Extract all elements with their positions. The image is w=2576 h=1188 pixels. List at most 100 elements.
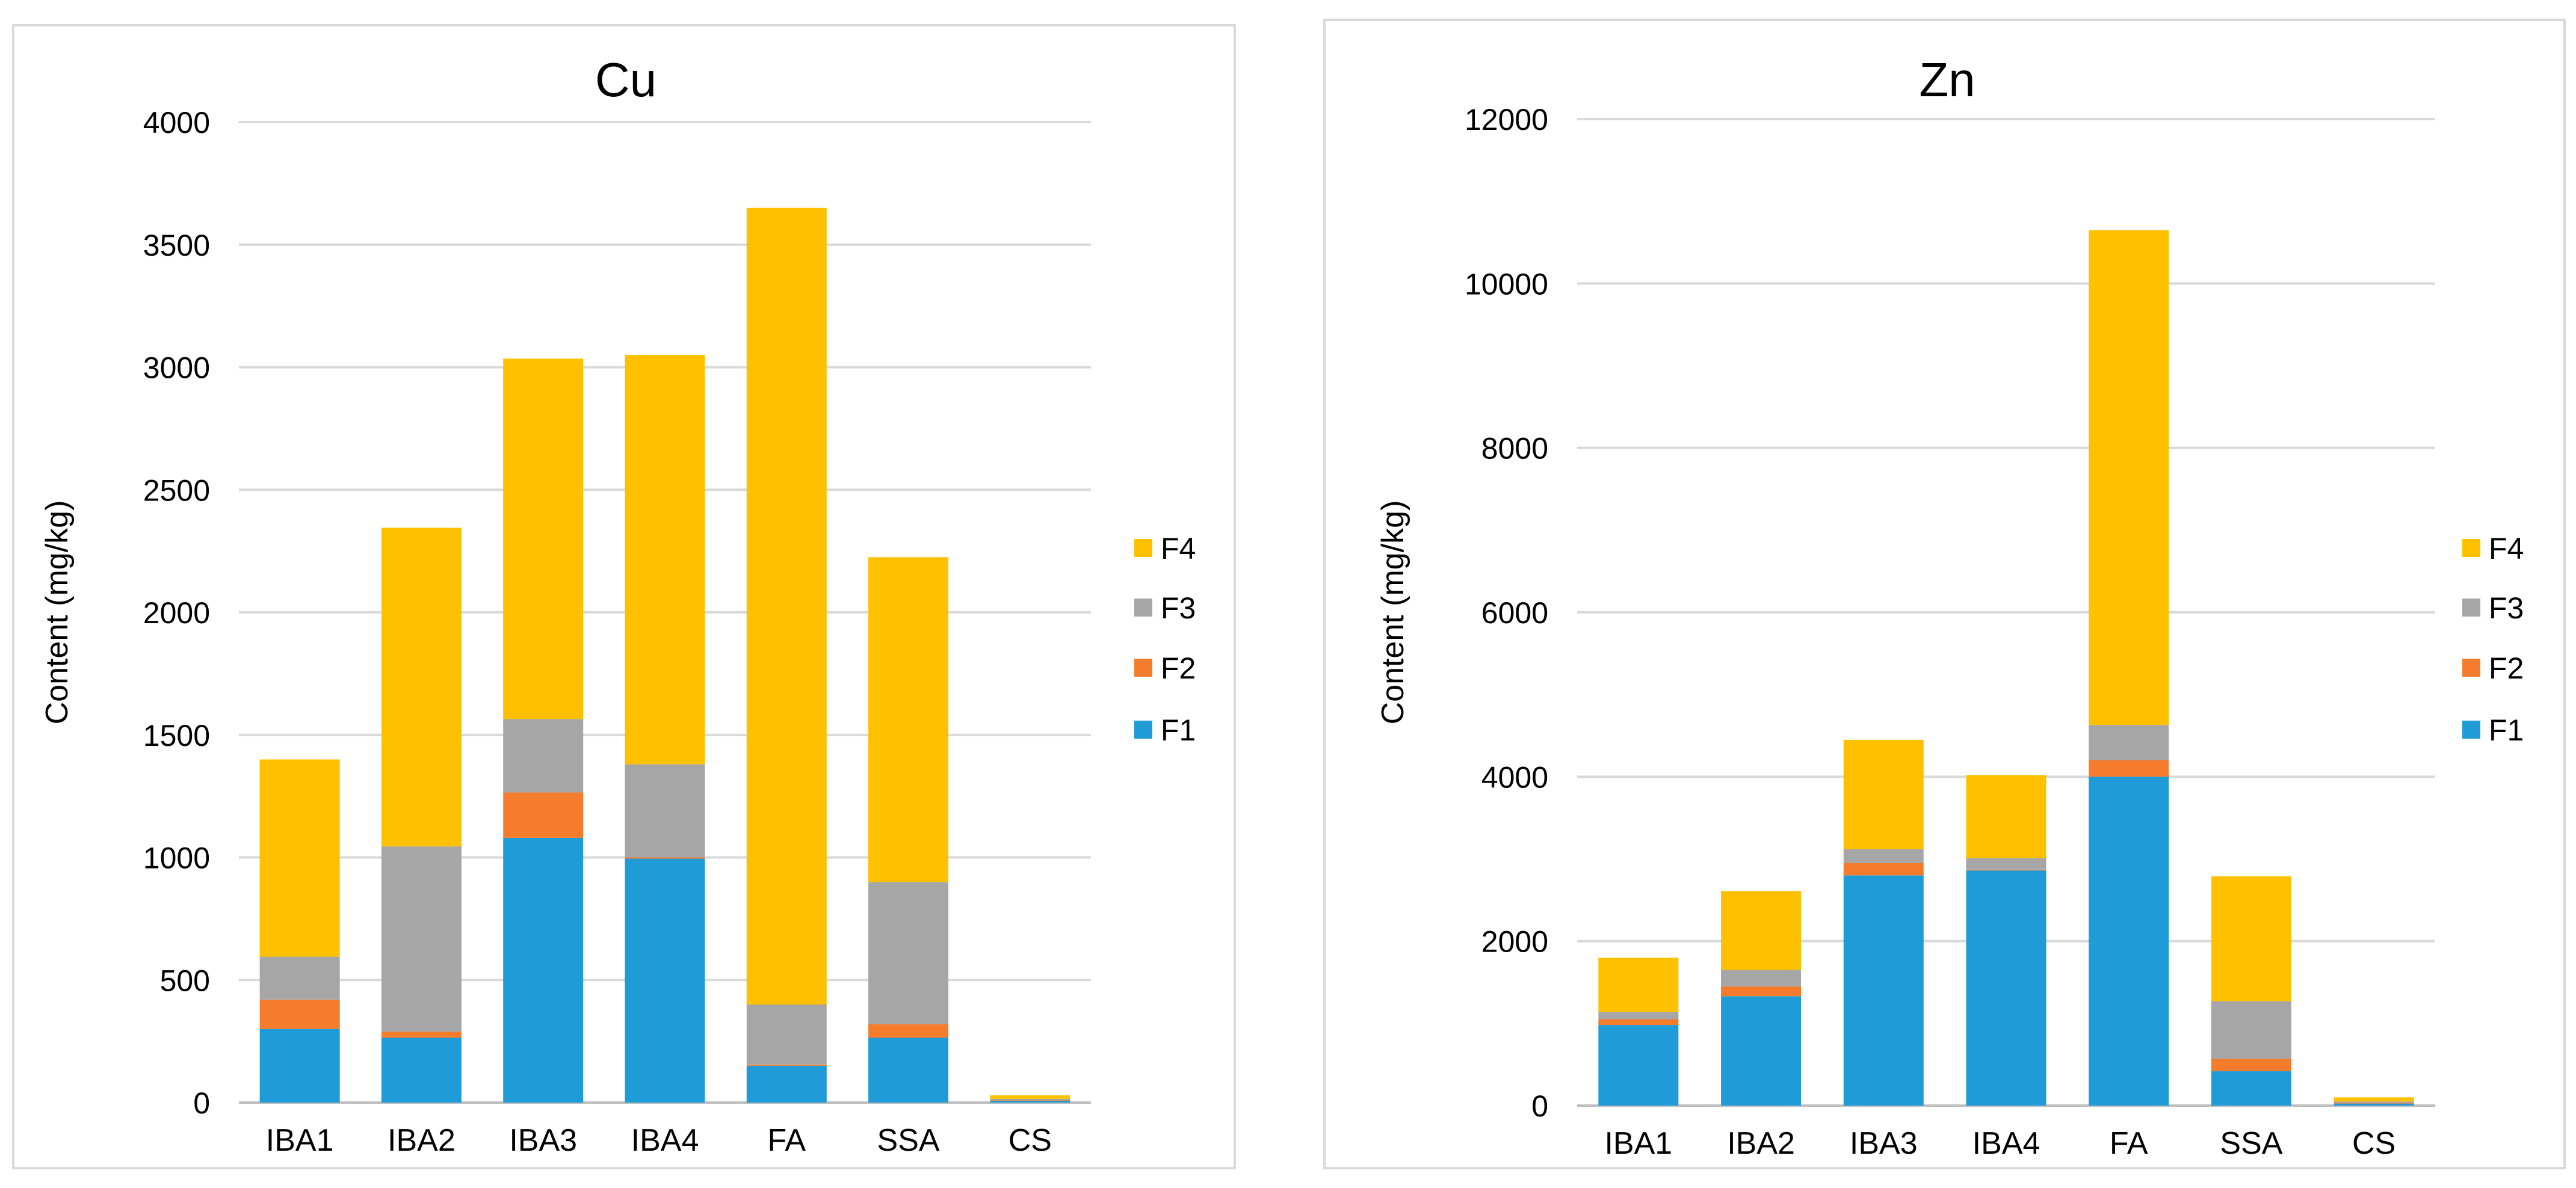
bar-segment-f3-iba2 bbox=[1721, 970, 1802, 986]
bar-segment-f1-cs bbox=[990, 1100, 1070, 1103]
y-tick-label: 6000 bbox=[1481, 596, 1548, 630]
bar-segment-f1-cs bbox=[2334, 1103, 2414, 1106]
legend-swatch-f4 bbox=[2462, 539, 2480, 557]
x-tick-label: CS bbox=[1008, 1123, 1052, 1158]
bar-segment-f1-iba2 bbox=[1721, 996, 1802, 1106]
bar-segment-f3-fa bbox=[2089, 725, 2169, 760]
x-tick-label: IBA2 bbox=[388, 1123, 456, 1158]
legend-label-f2: F2 bbox=[2489, 651, 2524, 685]
bar-segment-f2-iba3 bbox=[1843, 863, 1924, 876]
bar-segment-f2-fa bbox=[746, 1064, 827, 1066]
bar-segment-f2-iba2 bbox=[1721, 986, 1802, 997]
legend-label-f3: F3 bbox=[2489, 591, 2524, 625]
y-axis-label: Content (mg/kg) bbox=[40, 500, 75, 725]
bar-segment-f1-ssa bbox=[2211, 1071, 2291, 1106]
bar-segment-f4-iba4 bbox=[1966, 775, 2046, 858]
chart-title: Cu bbox=[595, 53, 656, 106]
bar-segment-f4-cs bbox=[2334, 1097, 2414, 1102]
legend-swatch-f4 bbox=[1134, 539, 1152, 557]
bar-segment-f3-ssa bbox=[868, 882, 949, 1024]
y-tick-label: 500 bbox=[160, 964, 210, 997]
bar-segment-f3-cs bbox=[2334, 1101, 2414, 1103]
chart-frame bbox=[1323, 19, 2566, 1169]
bar-segment-f2-cs bbox=[990, 1100, 1070, 1101]
y-tick-label: 2000 bbox=[1481, 925, 1548, 959]
zn-chart: 0 2000 4000 6000 8000 10000 12000 IBA1 IBA2 IBA3 I… bbox=[1323, 19, 2566, 1169]
bar-segment-f4-iba1 bbox=[259, 759, 340, 957]
bar-segment-f3-iba3 bbox=[503, 719, 584, 793]
bar-segment-f2-fa bbox=[2089, 760, 2169, 777]
legend-label-f2: F2 bbox=[1161, 651, 1196, 685]
legend-swatch-f2 bbox=[1134, 659, 1152, 677]
x-tick-label: FA bbox=[767, 1123, 806, 1158]
y-tick-label: 10000 bbox=[1465, 267, 1548, 301]
bar-segment-f2-iba3 bbox=[503, 792, 584, 838]
bar-segment-f1-fa bbox=[2089, 777, 2169, 1106]
bar-segment-f1-iba3 bbox=[1843, 875, 1924, 1106]
legend-label-f4: F4 bbox=[1161, 532, 1196, 565]
y-tick-label: 1000 bbox=[143, 842, 210, 875]
bar-segment-f2-iba4 bbox=[625, 857, 705, 859]
legend-swatch-f3 bbox=[1134, 599, 1152, 617]
bar-segment-f4-cs bbox=[990, 1095, 1070, 1099]
x-tick-label: IBA4 bbox=[631, 1123, 699, 1158]
bar-segment-f2-iba1 bbox=[259, 999, 340, 1029]
legend-swatch-f3 bbox=[2462, 599, 2480, 617]
chart-frame bbox=[12, 24, 1236, 1169]
y-axis-label: Content (mg/kg) bbox=[1376, 500, 1410, 725]
bar-segment-f4-fa bbox=[2089, 230, 2169, 725]
bar-segment-f3-cs bbox=[990, 1098, 1070, 1100]
y-tick-label: 3500 bbox=[143, 229, 210, 262]
y-tick-label: 0 bbox=[193, 1086, 210, 1120]
chart-title: Zn bbox=[1919, 53, 1975, 106]
bar-segment-f4-iba3 bbox=[503, 359, 584, 719]
y-tick-label: 4000 bbox=[143, 106, 210, 140]
bar-segment-f1-iba3 bbox=[503, 837, 584, 1103]
y-tick-label: 0 bbox=[1531, 1089, 1548, 1123]
legend-label-f1: F1 bbox=[1161, 713, 1196, 747]
legend-label-f1: F1 bbox=[2489, 713, 2524, 747]
bar-segment-f4-iba4 bbox=[625, 355, 705, 765]
x-tick-label: SSA bbox=[877, 1123, 940, 1158]
y-tick-label: 12000 bbox=[1465, 103, 1548, 137]
legend-label-f3: F3 bbox=[1161, 591, 1196, 625]
bar-segment-f1-iba1 bbox=[1598, 1025, 1679, 1106]
legend-label-f4: F4 bbox=[2489, 532, 2524, 565]
bar-segment-f4-ssa bbox=[868, 557, 949, 882]
bar-segment-f3-iba4 bbox=[1966, 858, 2046, 870]
bar-segment-f4-iba1 bbox=[1598, 958, 1679, 1012]
x-tick-label: IBA1 bbox=[266, 1123, 334, 1158]
bar-segment-f1-iba2 bbox=[381, 1038, 462, 1103]
x-tick-label: IBA2 bbox=[1727, 1126, 1795, 1161]
bar-segment-f1-ssa bbox=[868, 1038, 949, 1103]
y-tick-label: 1500 bbox=[143, 719, 210, 753]
bar-segment-f1-iba1 bbox=[259, 1029, 340, 1103]
bar-segment-f3-fa bbox=[746, 1005, 827, 1065]
x-tick-label: CS bbox=[2352, 1126, 2395, 1161]
bar-segment-f3-iba4 bbox=[625, 764, 705, 858]
y-tick-label: 3000 bbox=[143, 351, 210, 385]
bar-segment-f3-iba1 bbox=[1598, 1012, 1679, 1020]
x-tick-label: IBA1 bbox=[1604, 1126, 1672, 1161]
y-tick-label: 2500 bbox=[143, 473, 210, 507]
bar-segment-f2-iba1 bbox=[1598, 1019, 1679, 1026]
y-tick-label: 8000 bbox=[1481, 432, 1548, 466]
x-tick-label: FA bbox=[2110, 1126, 2148, 1161]
bar-segment-f4-iba3 bbox=[1843, 739, 1924, 849]
bar-segment-f3-ssa bbox=[2211, 1001, 2291, 1059]
y-tick-label: 2000 bbox=[143, 596, 210, 630]
x-tick-label: IBA3 bbox=[1850, 1126, 1918, 1161]
bar-segment-f2-iba2 bbox=[381, 1031, 462, 1038]
bar-segment-f4-ssa bbox=[2211, 876, 2291, 1002]
bar-segment-f1-iba4 bbox=[1966, 870, 2046, 1106]
x-tick-label: IBA3 bbox=[509, 1123, 577, 1158]
bar-segment-f3-iba2 bbox=[381, 846, 462, 1032]
bar-segment-f2-ssa bbox=[2211, 1059, 2291, 1071]
bar-segment-f1-fa bbox=[746, 1065, 827, 1103]
bar-segment-f2-ssa bbox=[868, 1024, 949, 1038]
x-tick-label: IBA4 bbox=[1972, 1126, 2040, 1161]
legend-swatch-f2 bbox=[2462, 659, 2480, 677]
bar-segment-f4-iba2 bbox=[1721, 891, 1802, 970]
legend-swatch-f1 bbox=[2462, 721, 2480, 739]
